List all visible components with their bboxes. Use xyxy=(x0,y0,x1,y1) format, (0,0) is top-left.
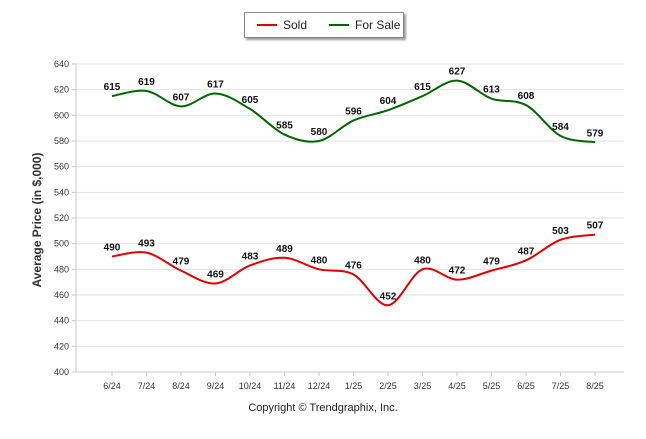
x-tick-labels: 6/24 7/24 8/24 9/24 10/24 11/24 12/24 1/25 2/25 3… xyxy=(103,372,604,391)
data-label-sold: 452 xyxy=(380,291,397,302)
data-label-for-sale: 604 xyxy=(380,96,397,107)
y-tick-label: 420 xyxy=(54,341,69,351)
legend-item-for-sale: For Sale xyxy=(329,18,400,32)
x-tick-label: 7/24 xyxy=(138,381,156,391)
y-tick-label: 480 xyxy=(54,264,69,274)
data-label-for-sale: 617 xyxy=(207,80,224,91)
x-tick-label: 3/25 xyxy=(414,381,432,391)
data-label-for-sale: 627 xyxy=(449,67,466,78)
x-tick-label: 8/24 xyxy=(172,381,190,391)
data-label-for-sale: 605 xyxy=(242,95,259,106)
y-tick-label: 460 xyxy=(54,290,69,300)
data-label-for-sale: 619 xyxy=(138,77,155,88)
data-label-sold: 490 xyxy=(104,243,121,254)
x-tick-label: 6/25 xyxy=(517,381,535,391)
series-line-for-sale xyxy=(111,79,596,144)
y-tick-label: 540 xyxy=(54,187,69,197)
copyright-footer: Copyright © Trendgraphix, Inc. xyxy=(248,402,398,414)
legend-swatch-for-sale xyxy=(329,24,350,26)
y-tick-label: 580 xyxy=(54,136,69,146)
y-tick-label: 520 xyxy=(54,213,69,223)
x-tick-label: 12/24 xyxy=(308,381,331,391)
x-tick-label: 6/24 xyxy=(103,381,121,391)
data-label-sold: 483 xyxy=(242,251,259,262)
data-label-sold: 476 xyxy=(345,260,362,271)
data-label-sold: 479 xyxy=(483,257,500,268)
legend-label-sold: Sold xyxy=(283,18,308,32)
x-tick-label: 2/25 xyxy=(379,381,397,391)
data-label-sold: 479 xyxy=(173,257,190,268)
legend: Sold For Sale xyxy=(244,12,404,38)
y-tick-label: 440 xyxy=(54,316,69,326)
data-label-for-sale: 580 xyxy=(311,127,328,138)
data-label-sold: 469 xyxy=(207,269,224,280)
y-axis-title: Average Price (in $,000) xyxy=(30,153,44,288)
y-tick-label: 400 xyxy=(54,367,69,377)
x-tick-label: 1/25 xyxy=(345,381,363,391)
x-tick-label: 9/24 xyxy=(207,381,225,391)
x-tick-label: 4/25 xyxy=(448,381,466,391)
series-line-sold xyxy=(111,233,596,307)
data-label-for-sale: 596 xyxy=(345,106,362,117)
legend-label-for-sale: For Sale xyxy=(355,18,401,32)
x-tick-label: 10/24 xyxy=(239,381,262,391)
data-label-for-sale: 615 xyxy=(414,82,431,93)
data-label-sold: 507 xyxy=(587,221,604,232)
data-label-for-sale: 607 xyxy=(173,92,190,103)
data-labels: 490 493 479 469 483 489 480 476 452 480 472 479 487 5… xyxy=(104,67,604,303)
data-label-for-sale: 579 xyxy=(587,128,604,139)
data-label-sold: 503 xyxy=(552,226,569,237)
x-tick-label: 7/25 xyxy=(552,381,570,391)
data-label-sold: 472 xyxy=(449,266,466,277)
y-tick-label: 560 xyxy=(54,162,69,172)
series-lines xyxy=(111,79,596,307)
data-label-for-sale: 613 xyxy=(483,85,500,96)
x-tick-label: 11/24 xyxy=(274,381,296,391)
x-tick-label: 5/25 xyxy=(483,381,501,391)
y-tick-label: 500 xyxy=(54,239,69,249)
data-label-sold: 489 xyxy=(276,244,293,255)
data-label-sold: 487 xyxy=(518,246,535,257)
data-label-for-sale: 585 xyxy=(276,121,293,132)
data-label-for-sale: 615 xyxy=(104,82,121,93)
y-tick-label: 640 xyxy=(54,59,69,69)
grid-lines xyxy=(72,63,624,373)
data-label-sold: 493 xyxy=(138,239,155,250)
legend-item-sold: Sold xyxy=(257,18,307,32)
y-tick-label: 600 xyxy=(54,110,69,120)
data-label-sold: 480 xyxy=(414,255,431,266)
data-label-for-sale: 584 xyxy=(552,122,569,133)
data-label-for-sale: 608 xyxy=(518,91,535,102)
x-tick-label: 8/25 xyxy=(586,381,604,391)
y-tick-labels: 400 420 440 460 480 500 520 540 560 580 600 620 640 xyxy=(54,59,69,377)
y-tick-label: 620 xyxy=(54,85,69,95)
legend-swatch-sold xyxy=(257,24,277,26)
data-label-sold: 480 xyxy=(311,255,328,266)
